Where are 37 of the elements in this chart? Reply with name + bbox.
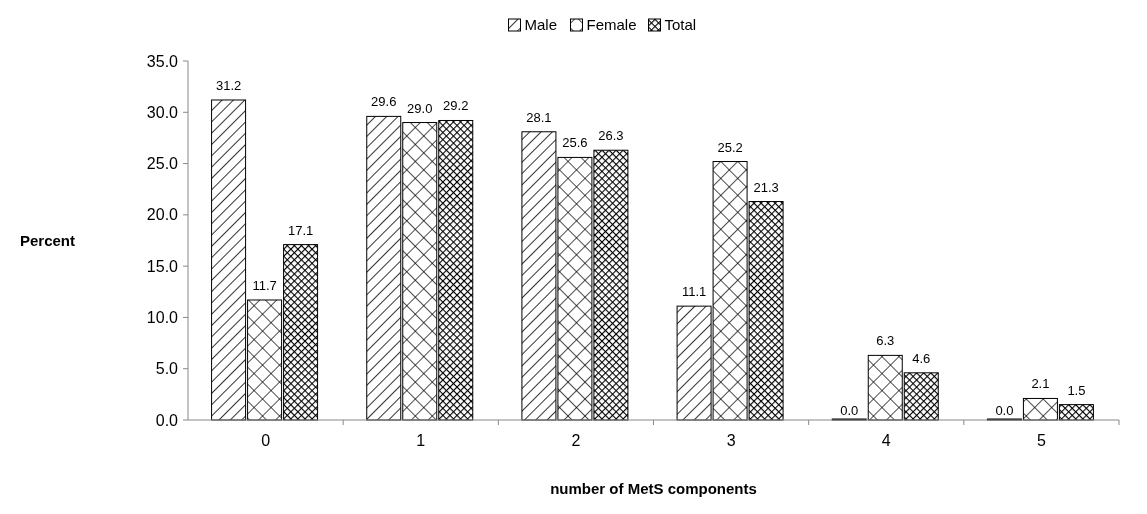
x-tick-label: 2	[571, 432, 581, 449]
y-tick-label: 10.0	[146, 309, 179, 327]
legend-label: Female	[586, 16, 637, 33]
data-label: 0.0	[995, 403, 1014, 418]
data-label: 11.1	[681, 284, 707, 300]
y-tick-label: 20.0	[146, 206, 179, 224]
x-tick-label: 0	[261, 432, 271, 449]
data-label: 31.2	[215, 77, 242, 93]
data-label: 29.6	[371, 94, 397, 110]
x-tick-label: 3	[726, 432, 736, 449]
data-label: 25.2	[717, 139, 743, 155]
y-tick-label: 15.0	[146, 257, 179, 275]
y-tick-label: 30.0	[146, 103, 179, 121]
data-label: 2.1	[1031, 376, 1050, 392]
data-label: 6.3	[876, 333, 895, 349]
data-label: 17.1	[287, 222, 314, 238]
data-label: 0.0	[840, 403, 859, 418]
data-label: 25.6	[562, 135, 588, 151]
data-label: 1.5	[1067, 382, 1086, 398]
x-tick-label: 1	[416, 432, 426, 449]
data-label: 4.6	[912, 350, 931, 366]
y-tick-label: 0.0	[155, 411, 179, 429]
data-label: 11.7	[252, 277, 277, 293]
x-tick-label: 5	[1036, 432, 1046, 449]
y-tick-label: 5.0	[155, 360, 179, 378]
y-tick-label: 25.0	[146, 155, 179, 173]
y-axis-title: Percent	[20, 231, 76, 249]
data-label: 29.0	[407, 100, 433, 116]
legend-label: Male	[524, 16, 558, 33]
x-tick-label: 4	[881, 432, 891, 449]
y-tick-label: 35.0	[146, 52, 179, 70]
x-axis-title: number of MetS components	[550, 480, 757, 497]
data-label: 29.2	[443, 98, 469, 114]
data-label: 26.3	[598, 128, 624, 144]
legend-label: Total	[664, 16, 697, 33]
data-label: 21.3	[753, 179, 779, 195]
data-label: 28.1	[526, 109, 552, 125]
